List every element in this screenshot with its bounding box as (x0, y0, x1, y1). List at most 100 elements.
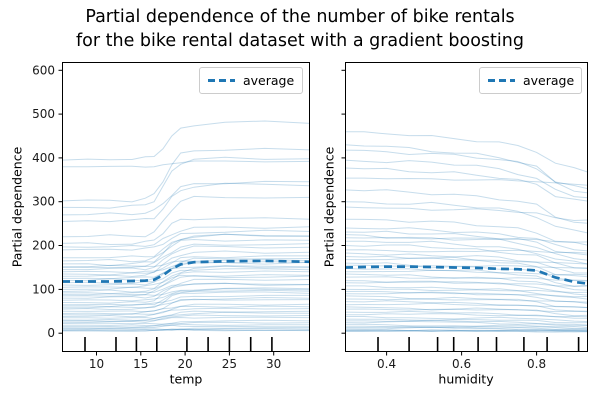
ice-line (345, 313, 588, 318)
x-tick-label: 0.8 (527, 357, 546, 371)
ice-line (62, 291, 310, 311)
ice-line (345, 329, 588, 332)
ice-line (345, 230, 588, 256)
ice-line (345, 318, 588, 324)
ice-line (62, 261, 310, 286)
ice-line (345, 302, 588, 308)
ice-line (345, 240, 588, 265)
ice-line (345, 269, 588, 276)
temp-plot-axes: 10 15 20 25 30 0 100 200 300 400 500 600 average (32, 62, 310, 371)
x-tick-label: 10 (89, 357, 104, 371)
ice-line (62, 259, 310, 269)
ice-line (62, 305, 310, 318)
ice-line (345, 218, 588, 246)
x-tick-label: 15 (133, 357, 148, 371)
ice-line (345, 316, 588, 323)
ice-line (62, 328, 310, 331)
ice-line (62, 296, 310, 315)
ice-line (345, 206, 588, 222)
humidity-plot-axes: 0.4 0.6 0.8 average (341, 62, 588, 371)
figure-title: Partial dependence of the number of bike… (0, 5, 600, 53)
ice-line (345, 177, 588, 186)
ice-line (62, 233, 310, 267)
average-line (345, 265, 588, 286)
ice-line (345, 189, 588, 224)
ice-line (345, 326, 588, 331)
x-tick-label: 30 (266, 357, 281, 371)
ice-line (345, 280, 588, 296)
x-tick-label: 0.4 (377, 357, 396, 371)
temp-plot-legend: average (199, 67, 303, 94)
ice-line (62, 226, 310, 248)
axes-spines (345, 62, 588, 352)
ice-line (345, 310, 588, 319)
ice-line (62, 147, 310, 203)
ice-line (62, 245, 310, 271)
y-tick-label: 600 (32, 63, 55, 77)
ice-line (345, 252, 588, 274)
ice-line (62, 180, 310, 216)
ice-line (345, 298, 588, 303)
ice-line (345, 237, 588, 243)
ice-line (62, 288, 310, 308)
ice-line (62, 160, 310, 168)
ice-line (62, 316, 310, 322)
ice-line (62, 303, 310, 313)
ice-line (345, 300, 588, 312)
ice-line (62, 120, 310, 161)
ice-line (62, 268, 310, 284)
humidity-plot-legend: average (479, 67, 582, 94)
ice-line (345, 320, 588, 327)
ice-line (62, 314, 310, 323)
figure-title-line1: Partial dependence of the number of bike… (85, 7, 515, 27)
ice-line (62, 182, 310, 223)
ice-line (345, 131, 588, 173)
x-tick-label: 20 (177, 357, 192, 371)
ice-line (345, 329, 588, 332)
ice-line (62, 257, 310, 282)
ice-line (345, 306, 588, 317)
temp-plot-xlabel: temp (169, 371, 203, 387)
x-tick-label: 0.6 (452, 357, 471, 371)
average-line-legend-swatch (488, 79, 515, 82)
ice-line (62, 289, 310, 302)
ice-line (62, 238, 310, 263)
ice-line (345, 244, 588, 269)
ice-line (62, 233, 310, 259)
y-tick-label: 200 (32, 239, 55, 253)
ice-line (62, 255, 310, 278)
ice-line (345, 273, 588, 291)
ice-line (62, 282, 310, 295)
ice-line (345, 281, 588, 287)
ice-line (345, 295, 588, 309)
ice-line (345, 159, 588, 199)
ice-line (62, 311, 310, 320)
axes-spines (62, 62, 310, 352)
ice-lines (62, 120, 310, 332)
ice-line (62, 270, 310, 293)
ice-line (345, 267, 588, 287)
ice-line (62, 307, 310, 316)
ice-line (62, 321, 310, 327)
ice-line (62, 250, 310, 276)
y-tick-label: 500 (32, 107, 55, 121)
ice-line (345, 201, 588, 234)
ice-line (62, 217, 310, 246)
ice-line (345, 227, 588, 252)
ice-line (62, 310, 310, 321)
x-tick-label: 25 (222, 357, 237, 371)
ice-line (62, 265, 310, 280)
ice-line (62, 324, 310, 329)
x-axis-ticks: 0.4 0.6 0.8 (377, 352, 546, 371)
ice-line (62, 275, 310, 296)
decile-rug (377, 337, 580, 351)
ice-line (62, 243, 310, 268)
ice-line (345, 319, 588, 326)
ice-line (345, 257, 588, 265)
ice-line (345, 290, 588, 304)
ice-line (345, 325, 588, 330)
x-axis-ticks: 10 15 20 25 30 (89, 352, 281, 371)
temp-plot-ylabel: Partial dependence (9, 146, 25, 268)
ice-line (345, 329, 588, 333)
